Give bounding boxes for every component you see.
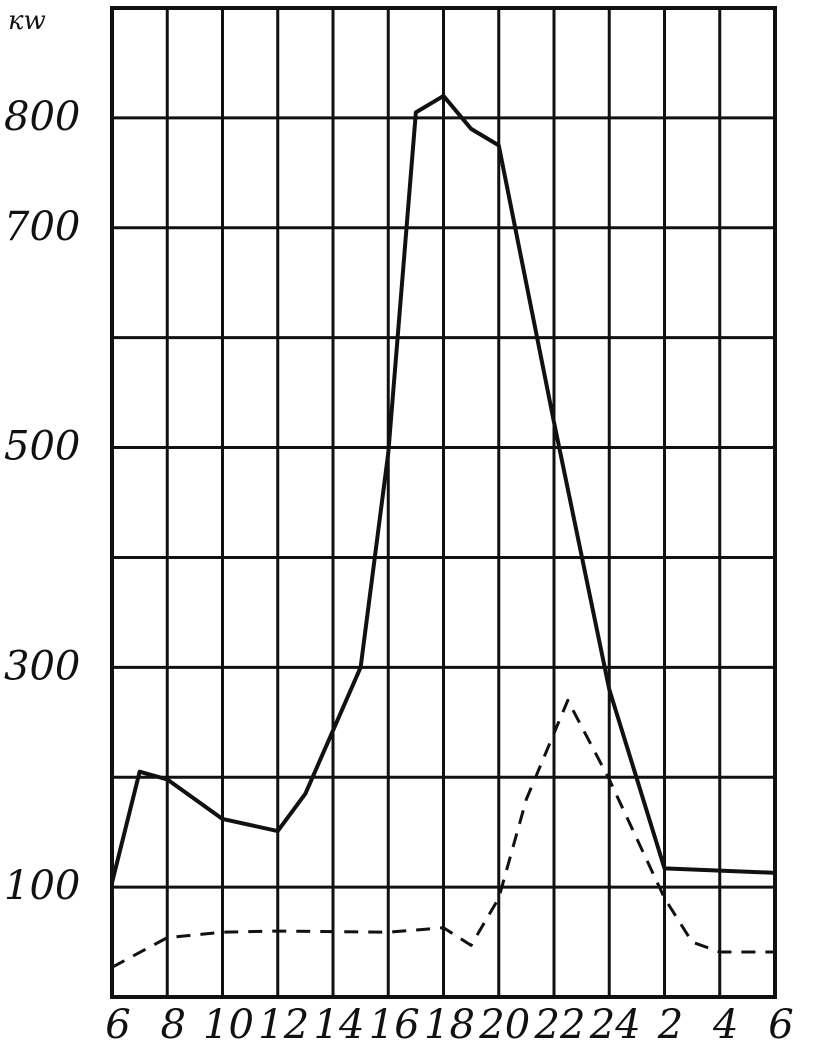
x-tick-label: 20 [478,1002,530,1048]
x-tick-label: 4 [712,1002,738,1048]
x-tick-label: 6 [105,1002,130,1048]
x-tick-label: 2 [657,1002,683,1048]
y-tick-label: 800 [4,94,80,140]
y-tick-label: 300 [4,643,80,689]
x-tick-label: 8 [161,1002,186,1048]
x-tick-label: 16 [369,1002,420,1048]
data-line [110,93,776,884]
y-tick-label: 500 [4,424,80,470]
x-tick-label: 24 [589,1002,641,1048]
x-tick-label: 14 [314,1002,365,1048]
y-tick-label: 100 [4,863,80,909]
x-tick-label: 18 [424,1002,475,1048]
y-tick-label: 700 [4,204,80,250]
y-axis-label: кw [8,6,46,36]
data-line [111,698,775,969]
x-tick-label: 22 [534,1002,586,1048]
x-tick-label: 6 [768,1002,793,1048]
x-tick-label: 12 [258,1002,309,1048]
x-tick-label: 10 [203,1002,254,1048]
